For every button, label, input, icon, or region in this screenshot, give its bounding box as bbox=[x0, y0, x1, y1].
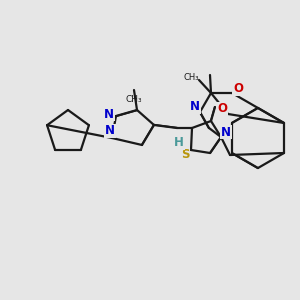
Text: N: N bbox=[190, 100, 200, 113]
Text: S: S bbox=[181, 148, 189, 160]
Text: N: N bbox=[221, 125, 231, 139]
Text: CH₃: CH₃ bbox=[183, 74, 199, 82]
Text: O: O bbox=[233, 82, 243, 95]
Text: O: O bbox=[217, 103, 227, 116]
Text: CH₃: CH₃ bbox=[126, 95, 142, 104]
Text: N: N bbox=[104, 107, 114, 121]
Text: N: N bbox=[105, 124, 115, 137]
Text: H: H bbox=[174, 136, 184, 149]
